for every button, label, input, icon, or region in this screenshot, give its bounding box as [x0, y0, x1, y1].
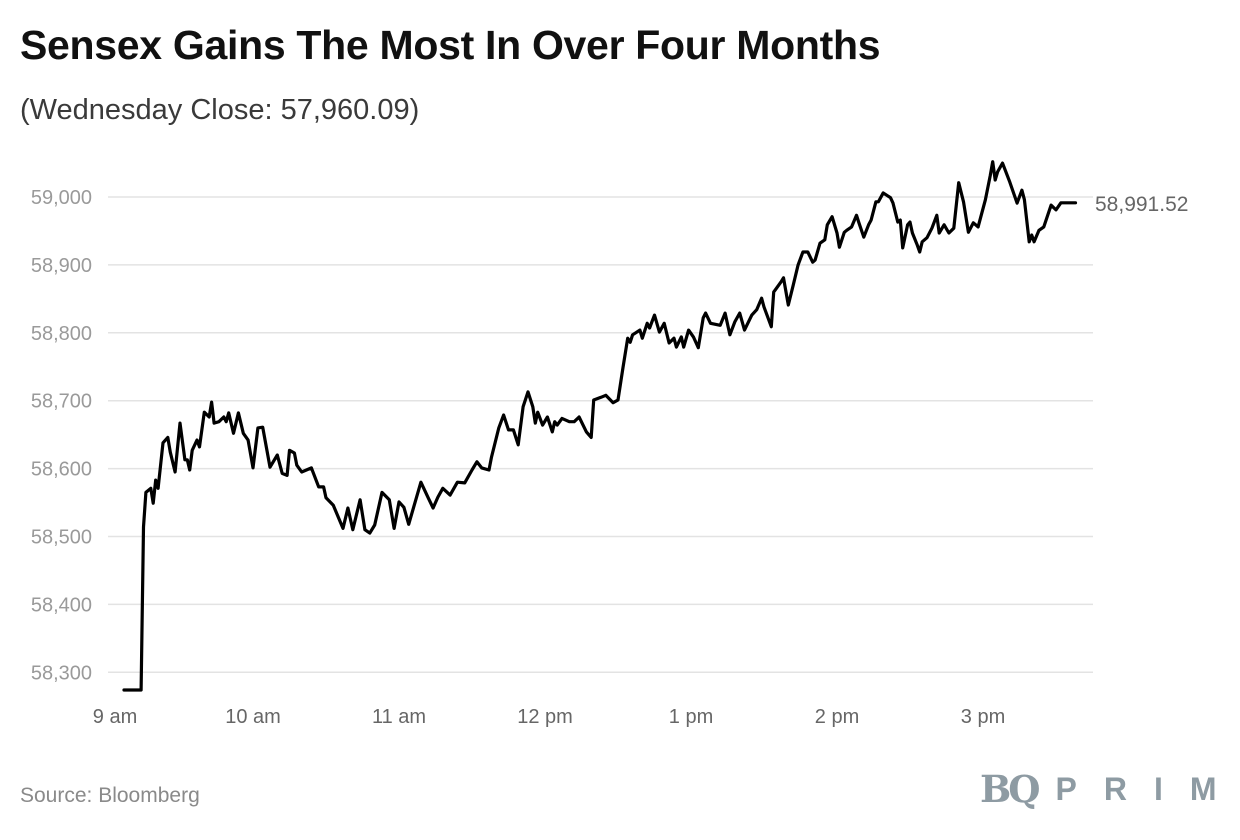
y-tick-label: 58,600 — [31, 459, 92, 481]
y-axis: 58,300 58,400 58,500 58,600 58,700 58,800 58,9… — [31, 187, 92, 684]
sensex-line — [122, 160, 1078, 692]
x-axis: 9 am 10 am 11 am 12 pm 1 pm 2 pm 3 pm — [93, 706, 1005, 728]
x-tick-label: 2 pm — [815, 706, 859, 728]
x-tick-label: 12 pm — [517, 706, 573, 728]
x-tick-label: 10 am — [225, 706, 281, 728]
y-tick-label: 58,300 — [31, 662, 92, 684]
x-tick-label: 1 pm — [669, 706, 713, 728]
chart-subtitle: (Wednesday Close: 57,960.09) — [20, 94, 420, 126]
last-value-label: 58,991.52 — [1095, 193, 1188, 216]
y-tick-label: 58,400 — [31, 594, 92, 616]
bq-prime-logo: BQPRIME — [980, 767, 1240, 811]
chart-title: Sensex Gains The Most In Over Four Month… — [20, 22, 881, 68]
x-tick-label: 11 am — [372, 706, 426, 728]
y-tick-label: 58,900 — [31, 255, 92, 277]
y-tick-label: 59,000 — [31, 187, 92, 209]
source-note: Source: Bloomberg — [20, 784, 200, 807]
x-tick-label: 3 pm — [961, 706, 1005, 728]
gridlines — [108, 196, 1093, 674]
y-tick-label: 58,800 — [31, 323, 92, 345]
line-chart: 58,300 58,400 58,500 58,600 58,700 58,800 58,9… — [31, 160, 1188, 728]
y-tick-label: 58,700 — [31, 391, 92, 413]
y-tick-label: 58,500 — [31, 527, 92, 549]
x-tick-label: 9 am — [93, 706, 137, 728]
